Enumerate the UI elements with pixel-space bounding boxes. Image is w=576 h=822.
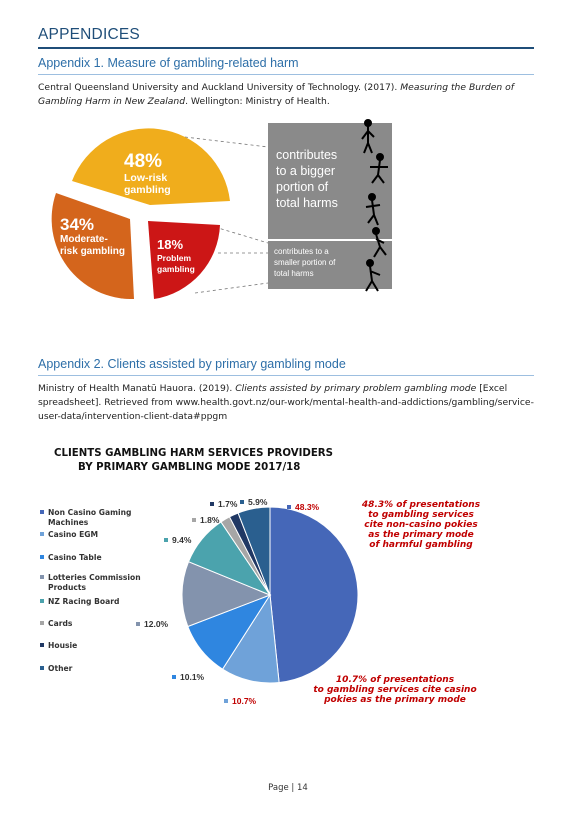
pie-slice bbox=[237, 506, 271, 596]
harm-dash-line bbox=[184, 136, 269, 148]
pie-data-label: 5.9% bbox=[248, 497, 268, 507]
chart-title-line2: BY PRIMARY GAMBLING MODE 2017/18 bbox=[78, 462, 301, 473]
appendix1-citation-end: . Wellington: Ministry of Health. bbox=[185, 96, 330, 107]
chart-title: CLIENTS GAMBLING HARM SERVICES PROVIDERS… bbox=[54, 447, 333, 475]
annotation-top: 48.3% of presentations to gambling servi… bbox=[346, 500, 496, 550]
annotation-top-line: cite non-casino pokies bbox=[364, 520, 478, 530]
page-heading: APPENDICES bbox=[38, 26, 140, 43]
legend-label: Lotteries Commission bbox=[48, 573, 141, 582]
annotation-top-line: as the primary mode bbox=[368, 530, 474, 540]
harm-label-moderate-2: risk gambling bbox=[60, 246, 125, 257]
harm-segment-problem bbox=[148, 221, 220, 299]
appendix2-citation-title: Clients assisted by primary problem gamb… bbox=[235, 383, 477, 394]
legend-swatch bbox=[40, 555, 44, 559]
annotation-bottom: 10.7% of presentations to gambling servi… bbox=[300, 675, 490, 705]
harm-label-problem-2: gambling bbox=[157, 264, 195, 274]
legend-swatch bbox=[40, 666, 44, 670]
annotation-bottom-line: 10.7% of presentations bbox=[335, 675, 455, 685]
annotation-top-line: to gambling services bbox=[368, 510, 474, 520]
legend-swatch bbox=[40, 643, 44, 647]
harm-box-bottom-line2: smaller portion of bbox=[274, 258, 336, 267]
legend-item: Non Casino Gaming Machines bbox=[40, 508, 160, 527]
harm-box-top-line1: contributes bbox=[276, 148, 337, 162]
legend-item: NZ Racing Board bbox=[40, 597, 160, 607]
harm-box-top-line3: portion of bbox=[276, 180, 329, 194]
pie-data-label: 9.4% bbox=[172, 535, 192, 545]
appendix1-rule bbox=[38, 74, 534, 75]
harm-box-top-line2: to a bigger bbox=[276, 164, 335, 178]
harm-label-low-1: Low-risk bbox=[124, 172, 167, 184]
legend-item: Casino Table bbox=[40, 553, 160, 563]
legend-label: Other bbox=[48, 664, 73, 673]
pie-data-label: 1.7% bbox=[218, 499, 238, 509]
harm-box-bottom-line1: contributes to a bbox=[274, 247, 329, 256]
legend-label: Non Casino Gaming bbox=[48, 508, 132, 517]
pie-data-label: 1.8% bbox=[200, 515, 220, 525]
harm-segment-moderate-risk bbox=[51, 193, 134, 300]
pie-label-marker bbox=[210, 502, 214, 506]
appendix1-citation: Central Queensland University and Auckla… bbox=[38, 81, 538, 109]
pie-chart: 48.3% 10.7% 10.1% 12.0% 9.4% 1.8% 1.7% 5.9% bbox=[136, 497, 359, 706]
legend-label: NZ Racing Board bbox=[48, 597, 120, 606]
legend-swatch bbox=[40, 599, 44, 603]
harm-dash-line bbox=[214, 226, 269, 244]
legend-label: Casino Table bbox=[48, 553, 102, 562]
annotation-bottom-line: to gambling services cite casino bbox=[313, 685, 477, 695]
heading-rule bbox=[38, 47, 534, 49]
pie-data-label: 12.0% bbox=[144, 619, 169, 629]
pie-label-marker bbox=[172, 675, 176, 679]
pie-label-marker bbox=[287, 505, 291, 509]
harm-label-problem-1: Problem bbox=[157, 253, 191, 263]
appendix2-title: Appendix 2. Clients assisted by primary … bbox=[38, 357, 346, 371]
annotation-bottom-line: pokies as the primary mode bbox=[324, 695, 466, 705]
page-number: Page | 14 bbox=[268, 783, 308, 793]
legend-item: Other bbox=[40, 664, 160, 674]
appendix2-citation-end: [Excel spreadsheet]. Retrieved from www.… bbox=[38, 383, 534, 422]
legend-item: Housie bbox=[40, 641, 160, 651]
appendix2-citation: Ministry of Health Manatū Hauora. (2019)… bbox=[38, 382, 538, 424]
legend-swatch bbox=[40, 510, 44, 514]
pie-label-marker bbox=[192, 518, 196, 522]
harm-segment-low-risk bbox=[72, 128, 230, 205]
appendix1-title: Appendix 1. Measure of gambling-related … bbox=[38, 56, 299, 70]
harm-dash-line bbox=[194, 282, 269, 294]
legend-item: Cards bbox=[40, 619, 160, 629]
legend-item: Lotteries Commission Products bbox=[40, 573, 160, 592]
legend-swatch bbox=[40, 575, 44, 579]
harm-box-bottom-line3: total harms bbox=[274, 269, 314, 278]
legend-label: Cards bbox=[48, 619, 73, 628]
pie-slice bbox=[269, 506, 359, 684]
pie-label-marker bbox=[240, 500, 244, 504]
legend-label: Casino EGM bbox=[48, 530, 99, 539]
appendix1-citation-title: Measuring the Burden of Gambling Harm in… bbox=[38, 82, 514, 107]
pie-data-label: 48.3% bbox=[295, 502, 320, 512]
chart-title-line1: CLIENTS GAMBLING HARM SERVICES PROVIDERS bbox=[54, 448, 333, 459]
harm-box-top-line4: total harms bbox=[276, 196, 338, 210]
legend-label: Products bbox=[48, 582, 87, 592]
harm-figure: 48% Low-risk gambling 34% Moderate- risk… bbox=[51, 119, 392, 300]
harm-label-moderate-1: Moderate- bbox=[60, 234, 108, 245]
pie-data-label: 10.7% bbox=[232, 696, 257, 706]
annotation-top-line: 48.3% of presentations bbox=[361, 500, 481, 510]
harm-pct-low: 48% bbox=[124, 151, 162, 172]
legend-item: Casino EGM bbox=[40, 530, 160, 540]
pie-slice bbox=[181, 561, 272, 628]
appendix1-citation-plain: Central Queensland University and Auckla… bbox=[38, 82, 401, 93]
pie-label-marker bbox=[164, 538, 168, 542]
harm-pct-moderate: 34% bbox=[60, 215, 94, 234]
legend-label: Machines bbox=[48, 517, 89, 527]
person-figures-icon bbox=[361, 119, 388, 292]
pie-label-marker bbox=[136, 622, 140, 626]
legend-swatch bbox=[40, 532, 44, 536]
appendix2-citation-plain: Ministry of Health Manatū Hauora. (2019)… bbox=[38, 383, 236, 394]
pie-label-marker bbox=[224, 699, 228, 703]
pie-data-label: 10.1% bbox=[180, 672, 205, 682]
harm-label-low-2: gambling bbox=[124, 184, 171, 196]
appendix2-rule bbox=[38, 375, 534, 376]
annotation-top-line: of harmful gambling bbox=[369, 540, 473, 550]
legend-swatch bbox=[40, 621, 44, 625]
legend-label: Housie bbox=[48, 641, 78, 650]
harm-pct-problem: 18% bbox=[157, 237, 183, 252]
